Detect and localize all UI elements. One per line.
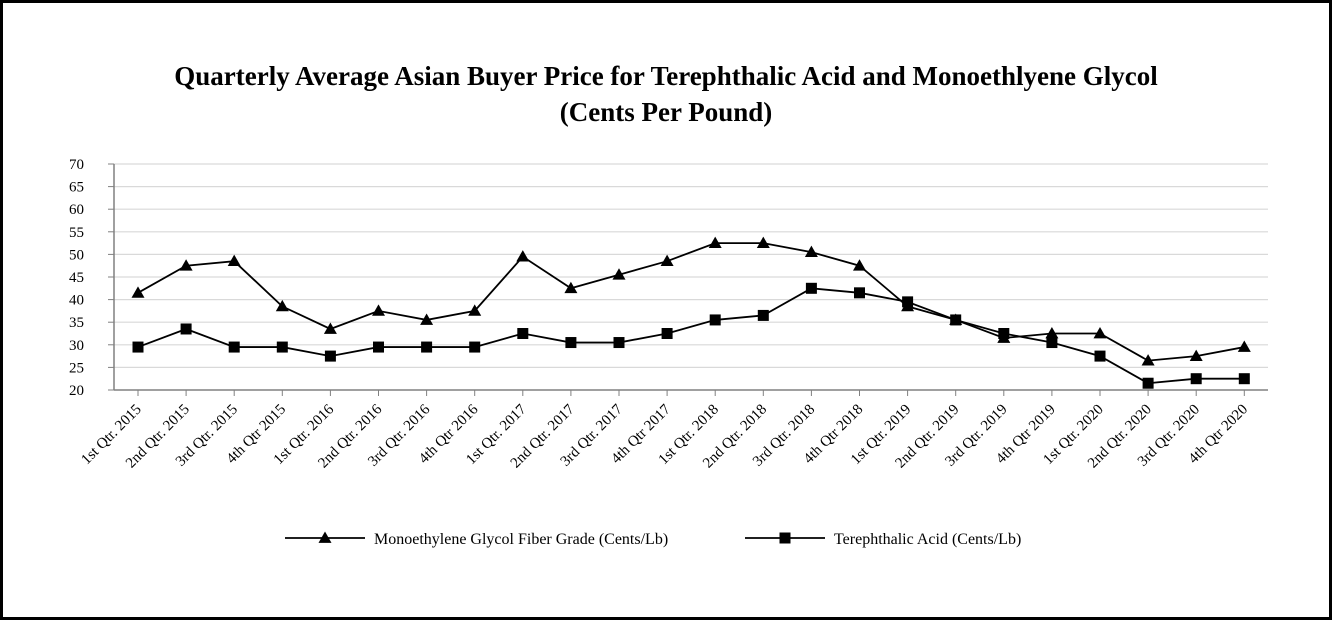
data-point-pta	[950, 314, 962, 326]
y-tick-label: 20	[69, 383, 84, 399]
series-line-terephthalic-acid	[137, 287, 1245, 385]
data-point-pta	[132, 341, 144, 353]
data-point-meg	[1045, 327, 1059, 339]
data-point-pta	[1142, 377, 1154, 389]
data-point-meg	[564, 281, 578, 294]
data-point-meg	[179, 259, 193, 271]
data-point-pta	[805, 282, 817, 294]
y-tick-label: 55	[69, 225, 84, 241]
legend-label: Monoethylene Glycol Fiber Grade (Cents/L…	[374, 531, 668, 548]
data-point-meg	[227, 254, 241, 267]
data-point-pta	[324, 350, 336, 362]
chart-title: Quarterly Average Asian Buyer Price for …	[174, 61, 1158, 91]
data-point-pta	[998, 328, 1010, 339]
y-tick-label: 25	[69, 360, 84, 376]
data-point-meg	[323, 322, 337, 334]
data-point-pta	[709, 314, 721, 326]
data-point-pta	[469, 341, 481, 353]
data-point-pta	[902, 296, 914, 308]
data-point-pta	[565, 337, 577, 349]
data-point-pta	[1046, 337, 1058, 349]
data-point-meg	[660, 254, 674, 267]
y-tick-label: 35	[69, 315, 84, 331]
data-point-pta	[228, 341, 240, 353]
data-point-meg	[612, 268, 626, 280]
chart-subtitle: (Cents Per Pound)	[559, 97, 773, 127]
data-point-pta	[661, 328, 673, 339]
data-point-pta	[276, 341, 288, 353]
y-tick-label: 45	[69, 270, 84, 286]
y-tick-label: 65	[69, 180, 84, 196]
data-point-pta	[373, 341, 384, 353]
data-point-meg	[372, 304, 385, 316]
data-point-pta	[421, 341, 433, 353]
legend-square-marker	[779, 532, 791, 544]
data-point-meg	[516, 250, 530, 262]
y-tick-label: 60	[69, 202, 84, 218]
chart-title-block: Quarterly Average Asian Buyer Price for …	[0, 58, 1332, 130]
data-point-meg	[1093, 327, 1107, 339]
data-point-meg	[420, 313, 434, 325]
data-point-pta	[1094, 350, 1106, 362]
data-point-meg	[275, 299, 289, 312]
data-point-pta	[180, 323, 192, 335]
y-tick-label: 40	[69, 293, 84, 309]
legend-label: Terephthalic Acid (Cents/Lb)	[834, 531, 1021, 548]
data-point-meg	[853, 259, 866, 271]
y-tick-label: 30	[69, 338, 84, 354]
data-point-meg	[1141, 354, 1155, 366]
data-point-meg	[468, 304, 482, 316]
data-point-meg	[708, 236, 722, 248]
data-point-meg	[1237, 340, 1251, 352]
data-point-meg	[1189, 349, 1203, 361]
y-tick-label: 50	[69, 247, 84, 263]
data-point-pta	[757, 309, 769, 321]
y-tick-label: 70	[69, 157, 84, 173]
data-point-pta	[1190, 373, 1202, 385]
data-point-meg	[804, 245, 818, 258]
series-line-monoethylene-glycol	[137, 242, 1245, 362]
data-point-pta	[1238, 373, 1250, 385]
data-point-pta	[613, 337, 625, 349]
data-point-pta	[517, 328, 529, 339]
data-point-pta	[854, 287, 865, 299]
legend-triangle-marker	[318, 531, 332, 543]
data-point-meg	[756, 236, 770, 248]
data-point-meg	[131, 286, 145, 298]
